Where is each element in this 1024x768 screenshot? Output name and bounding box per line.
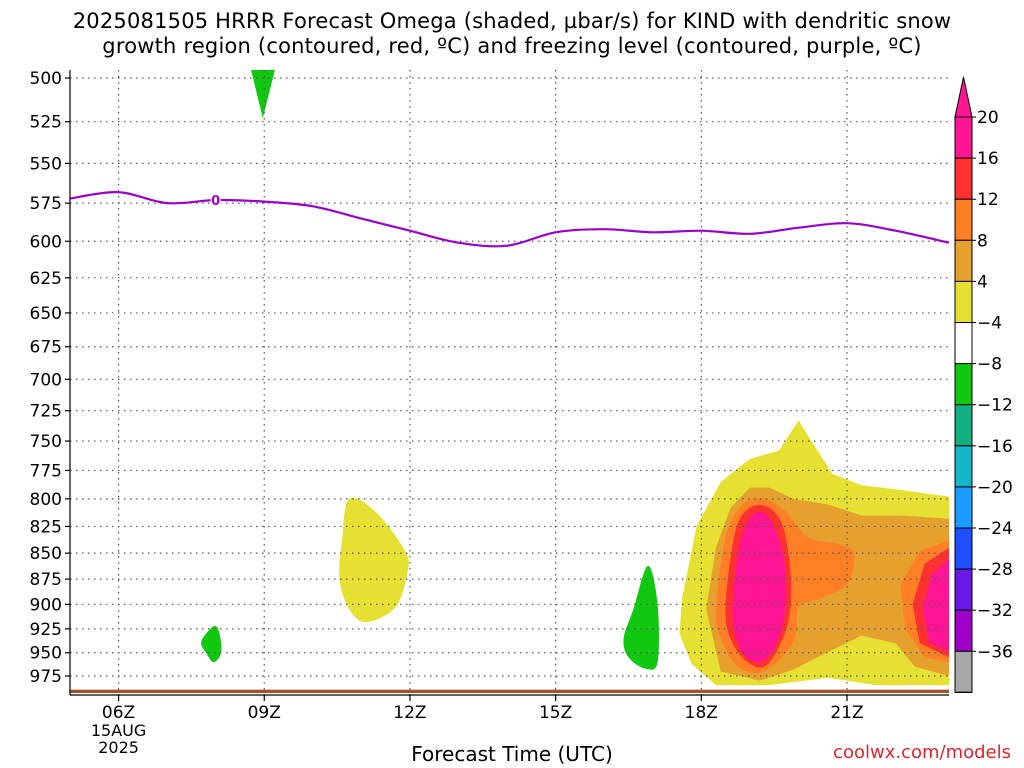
x-tick-label-2: 12Z [393, 703, 426, 723]
y-tick-label-14: 850 [30, 544, 62, 564]
y-tick-label-2: 550 [30, 154, 62, 174]
colorbar-top-arrow [954, 76, 973, 118]
colorbar-swatch-10 [954, 527, 973, 570]
colorbar-swatch-6 [954, 363, 973, 406]
y-tick-label-16: 900 [30, 595, 62, 615]
omega-region-10 [732, 511, 787, 663]
colorbar-tick-label-7: −12 [977, 396, 1013, 416]
x-tick-label-5: 21Z [830, 703, 863, 723]
y-tick-label-7: 675 [30, 338, 62, 358]
x-axis-label: Forecast Time (UTC) [411, 742, 613, 766]
x-tick-label-1: 09Z [248, 703, 281, 723]
colorbar-tick-label-13: −36 [977, 642, 1013, 662]
colorbar-tick-label-10: −24 [977, 519, 1013, 539]
chart-title-line-1: 2025081505 HRRR Forecast Omega (shaded, … [72, 9, 952, 33]
y-tick-label-9: 725 [30, 402, 62, 422]
freezing-level-label-bg [210, 192, 221, 208]
y-tick-label-18: 950 [30, 644, 62, 664]
colorbar-swatch-9 [954, 486, 973, 529]
x-tick-label-3: 15Z [539, 703, 572, 723]
colorbar-swatch-2 [954, 198, 973, 241]
colorbar-tick-label-4: 4 [977, 272, 988, 292]
y-tick-label-1: 525 [30, 113, 62, 133]
credit-link[interactable]: coolwx.com/models [833, 742, 1011, 763]
freezing-level-line [70, 191, 949, 248]
chart-title-line-2: growth region (contoured, red, ºC) and f… [102, 34, 922, 58]
freezing-level-layer: 0 [70, 191, 949, 248]
colorbar-swatch-0 [954, 116, 973, 159]
colorbar-swatch-1 [954, 157, 973, 200]
omega-region-1 [339, 497, 409, 623]
y-tick-label-10: 750 [30, 432, 62, 452]
omega-region-3 [623, 565, 659, 670]
colorbar-swatch-4 [954, 280, 973, 323]
colorbar-swatch-5 [954, 322, 973, 365]
colorbar: 20 16 12 8 4 −4 −8 −12 −16 −20 −24 −28 −32 −36 [954, 76, 1013, 693]
y-tick-label-11: 775 [30, 461, 62, 481]
y-tick-label-5: 625 [30, 269, 62, 289]
colorbar-swatch-3 [954, 239, 973, 282]
omega-region-2 [201, 625, 222, 663]
x-tick-label-0: 06Z [102, 703, 135, 723]
colorbar-tick-label-8: −16 [977, 437, 1013, 457]
colorbar-swatch-8 [954, 445, 973, 488]
y-tick-label-0: 500 [30, 69, 62, 89]
y-tick-label-4: 600 [30, 232, 62, 252]
y-tick-label-6: 650 [30, 304, 62, 324]
colorbar-tick-label-5: −4 [977, 314, 1002, 334]
y-tick-label-17: 925 [30, 620, 62, 640]
omega-region-0 [251, 70, 275, 119]
colorbar-tick-label-12: −32 [977, 601, 1013, 621]
y-tick-label-3: 575 [30, 194, 62, 214]
y-tick-label-15: 875 [30, 570, 62, 590]
colorbar-tick-label-1: 16 [977, 149, 999, 169]
colorbar-tick-label-11: −28 [977, 560, 1013, 580]
x-date-label-0: 15AUG [91, 721, 146, 740]
colorbar-swatch-7 [954, 404, 973, 447]
y-tick-label-8: 700 [30, 370, 62, 390]
freezing-level-label: 0 [211, 194, 220, 209]
colorbar-swatch-11 [954, 568, 973, 611]
axes: 500 525 550 575 600 625 650 675 700 725 750 775 800 8… [30, 69, 949, 757]
colorbar-tick-label-9: −20 [977, 478, 1013, 498]
colorbar-swatch-13 [954, 650, 973, 693]
omega-region-11 [922, 558, 949, 651]
colorbar-swatch-12 [954, 609, 973, 652]
y-tick-label-13: 825 [30, 517, 62, 537]
colorbar-tick-label-6: −8 [977, 355, 1002, 375]
grid-lines [70, 70, 949, 695]
y-tick-label-12: 800 [30, 490, 62, 510]
ground-layer [70, 689, 949, 693]
omega-shading-layer [201, 70, 949, 686]
y-tick-label-19: 975 [30, 667, 62, 687]
colorbar-tick-label-0: 20 [977, 108, 999, 128]
colorbar-tick-label-2: 12 [977, 190, 999, 210]
x-tick-label-4: 18Z [685, 703, 718, 723]
x-date-label-1: 2025 [98, 738, 139, 757]
colorbar-tick-label-3: 8 [977, 231, 988, 251]
ground-band [70, 689, 949, 693]
